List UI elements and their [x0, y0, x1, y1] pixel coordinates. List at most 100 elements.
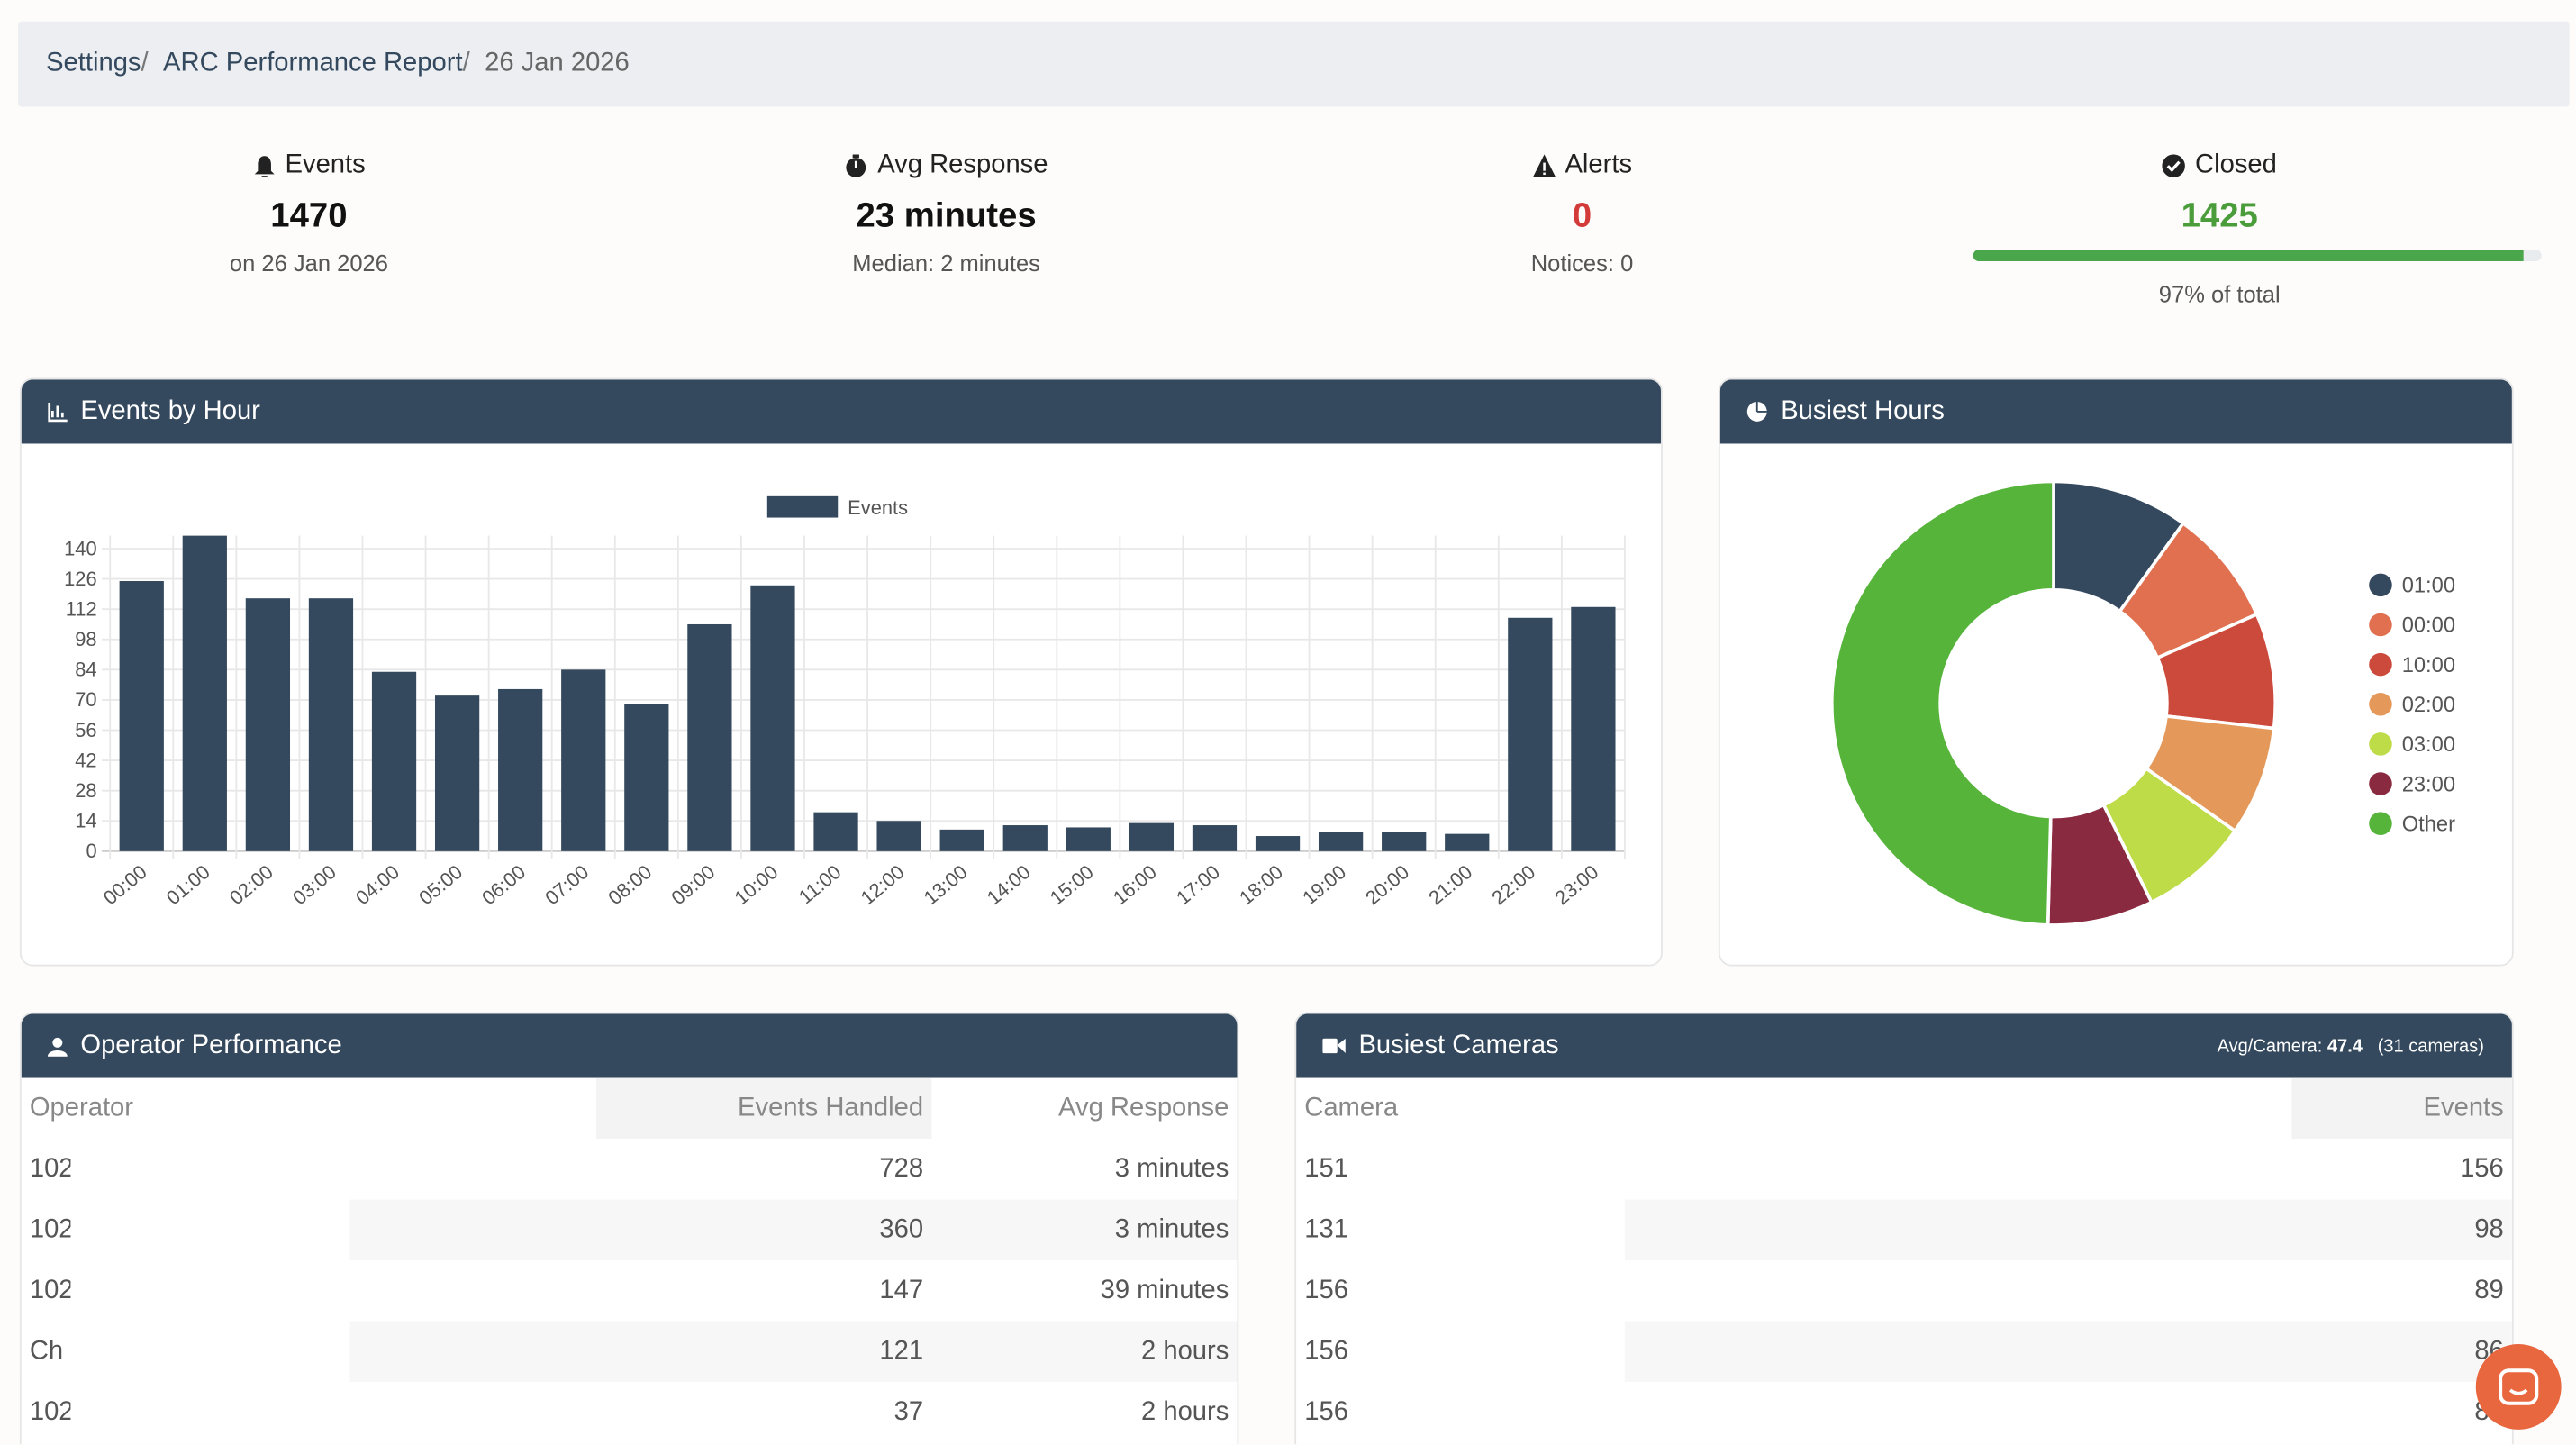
- x-tick-label: 22:00: [1487, 860, 1539, 909]
- bar: [434, 695, 480, 851]
- icon: [846, 153, 866, 177]
- breadcrumb-link[interactable]: Settings: [46, 49, 141, 77]
- legend-dot: [2369, 613, 2392, 637]
- bar: [939, 829, 984, 851]
- x-tick-label: 15:00: [1046, 860, 1098, 909]
- chat-button[interactable]: [2475, 1344, 2562, 1430]
- bar: [308, 598, 354, 851]
- table-cell: 121: [879, 1337, 924, 1366]
- table-cell: 89: [2474, 1277, 2504, 1305]
- column-shade: [596, 1077, 932, 1140]
- stat-label-text: Alerts: [1565, 150, 1633, 179]
- stat-label-text: Events: [285, 150, 366, 179]
- y-tick-label: 28: [75, 779, 96, 802]
- y-tick-label: 56: [75, 719, 96, 741]
- table-cell: 2 hours: [1140, 1398, 1229, 1427]
- summary-label: Avg/Camera:: [2217, 1036, 2323, 1056]
- y-tick-label: 0: [86, 840, 96, 862]
- table-cell: 98: [2474, 1215, 2504, 1244]
- y-tick-label: 42: [75, 749, 96, 771]
- legend-dot: [2369, 772, 2392, 795]
- icon: [48, 401, 68, 422]
- legend-label: 00:00: [2402, 614, 2455, 638]
- legend-label: 01:00: [2402, 575, 2455, 598]
- stat-note: Notices: 0: [1530, 250, 1634, 277]
- table-cell: 131: [1304, 1215, 1348, 1244]
- stat-value: 0: [1572, 196, 1592, 235]
- x-tick-label: 07:00: [540, 860, 593, 909]
- y-tick-label: 70: [75, 688, 96, 711]
- legend-dot: [2369, 692, 2392, 716]
- x-tick-label: 10:00: [730, 860, 782, 909]
- y-tick-label: 14: [75, 810, 96, 832]
- table-cell: 156: [2460, 1155, 2504, 1184]
- operator-panel: Operator Performance Operator 102 102 102 Ch…: [19, 1012, 1239, 1445]
- bar: [750, 585, 795, 851]
- icon: [2499, 1368, 2539, 1405]
- stat-value: 23 minutes: [856, 196, 1037, 235]
- bar: [371, 671, 417, 851]
- table-cell: Ch: [29, 1337, 64, 1366]
- panel-title: Busiest Cameras: [1358, 1031, 1559, 1059]
- panel-title: Events by Hour: [80, 396, 260, 425]
- column-header: Events Handled: [738, 1094, 924, 1122]
- stat-label-text: Avg Response: [877, 150, 1048, 179]
- bar: [1445, 833, 1490, 851]
- x-tick-label: 05:00: [414, 860, 467, 909]
- row-stripe: [1624, 1321, 2512, 1382]
- table-cell: 360: [879, 1215, 924, 1244]
- stat-note: 97% of total: [2158, 280, 2281, 308]
- table-cell: 728: [879, 1155, 924, 1184]
- bar: [119, 580, 164, 851]
- x-tick-label: 06:00: [477, 860, 530, 909]
- table-cell: 156: [1304, 1398, 1348, 1427]
- x-tick-label: 08:00: [603, 860, 656, 909]
- camera-panel: Busiest Cameras Avg/Camera: 47.4 (31 cam…: [1294, 1012, 2514, 1445]
- legend-label: 10:00: [2402, 654, 2455, 677]
- bar: [1255, 836, 1301, 851]
- bar: [182, 535, 227, 851]
- table-cell: 39 minutes: [1100, 1277, 1229, 1305]
- panel-header: Operator Performance: [21, 1013, 1238, 1078]
- x-tick-label: 00:00: [99, 860, 151, 909]
- bar: [561, 669, 606, 851]
- stat: Closed 1425 97% of total: [1973, 148, 2542, 308]
- x-tick-label: 21:00: [1424, 860, 1476, 909]
- icon: [253, 155, 274, 177]
- bar: [1129, 822, 1175, 851]
- icon: [2162, 153, 2186, 177]
- table-cell: 102: [29, 1155, 71, 1184]
- x-tick-label: 02:00: [225, 860, 277, 909]
- legend-dot: [2369, 573, 2392, 597]
- progress-track: [1973, 250, 2542, 262]
- table-cell: 37: [893, 1398, 924, 1427]
- legend-label: 02:00: [2402, 694, 2455, 717]
- column-shade: [2291, 1077, 2512, 1140]
- y-tick-label: 98: [75, 628, 96, 650]
- x-tick-label: 13:00: [920, 860, 972, 909]
- table-cell: 156: [1304, 1337, 1348, 1366]
- stat-label: Alerts: [1336, 148, 1828, 184]
- summary-value: 47.4: [2327, 1036, 2363, 1056]
- bar: [1002, 825, 1048, 851]
- column-header: Camera: [1304, 1094, 1399, 1122]
- breadcrumb-link[interactable]: ARC Performance Report: [163, 49, 463, 77]
- row-stripe: [349, 1199, 1238, 1261]
- x-tick-label: 19:00: [1298, 860, 1350, 909]
- panel-header: Busiest Hours: [1719, 379, 2512, 444]
- x-tick-label: 09:00: [667, 860, 719, 909]
- panel-header: Busiest Cameras Avg/Camera: 47.4 (31 cam…: [1296, 1013, 2512, 1078]
- y-tick-label: 126: [64, 568, 97, 590]
- x-tick-label: 23:00: [1550, 860, 1602, 909]
- x-tick-label: 17:00: [1172, 860, 1224, 909]
- bar: [1066, 827, 1111, 851]
- panel-header: Events by Hour: [21, 379, 1662, 444]
- legend-label: Events: [848, 496, 908, 519]
- y-tick-label: 112: [66, 597, 97, 620]
- camera-summary: Avg/Camera: 47.4 (31 cameras): [2218, 1036, 2484, 1056]
- legend-swatch: [766, 495, 839, 518]
- stat-label: Avg Response: [700, 148, 1193, 184]
- icon: [1531, 153, 1556, 177]
